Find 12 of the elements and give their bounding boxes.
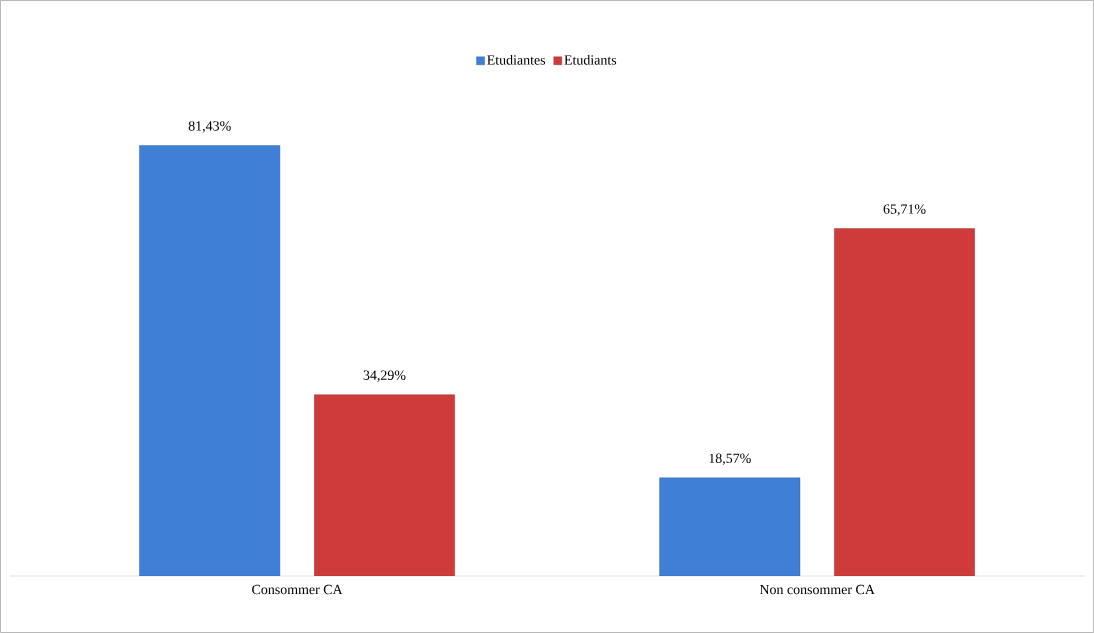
x-tick-label: Non consommer CA: [759, 584, 875, 595]
legend-label: Etudiants: [564, 54, 617, 65]
x-tick-label: Consommer CA: [252, 584, 343, 595]
bar: [139, 145, 281, 576]
data-label: 18,57%: [709, 453, 751, 465]
bar: [314, 394, 455, 576]
legend-label: Etudiantes: [487, 54, 546, 65]
data-label: 65,71%: [883, 204, 926, 216]
data-label: 81,43%: [188, 121, 231, 133]
data-label: 34,29%: [363, 370, 406, 382]
bar: [659, 477, 801, 576]
bar: [834, 228, 975, 576]
